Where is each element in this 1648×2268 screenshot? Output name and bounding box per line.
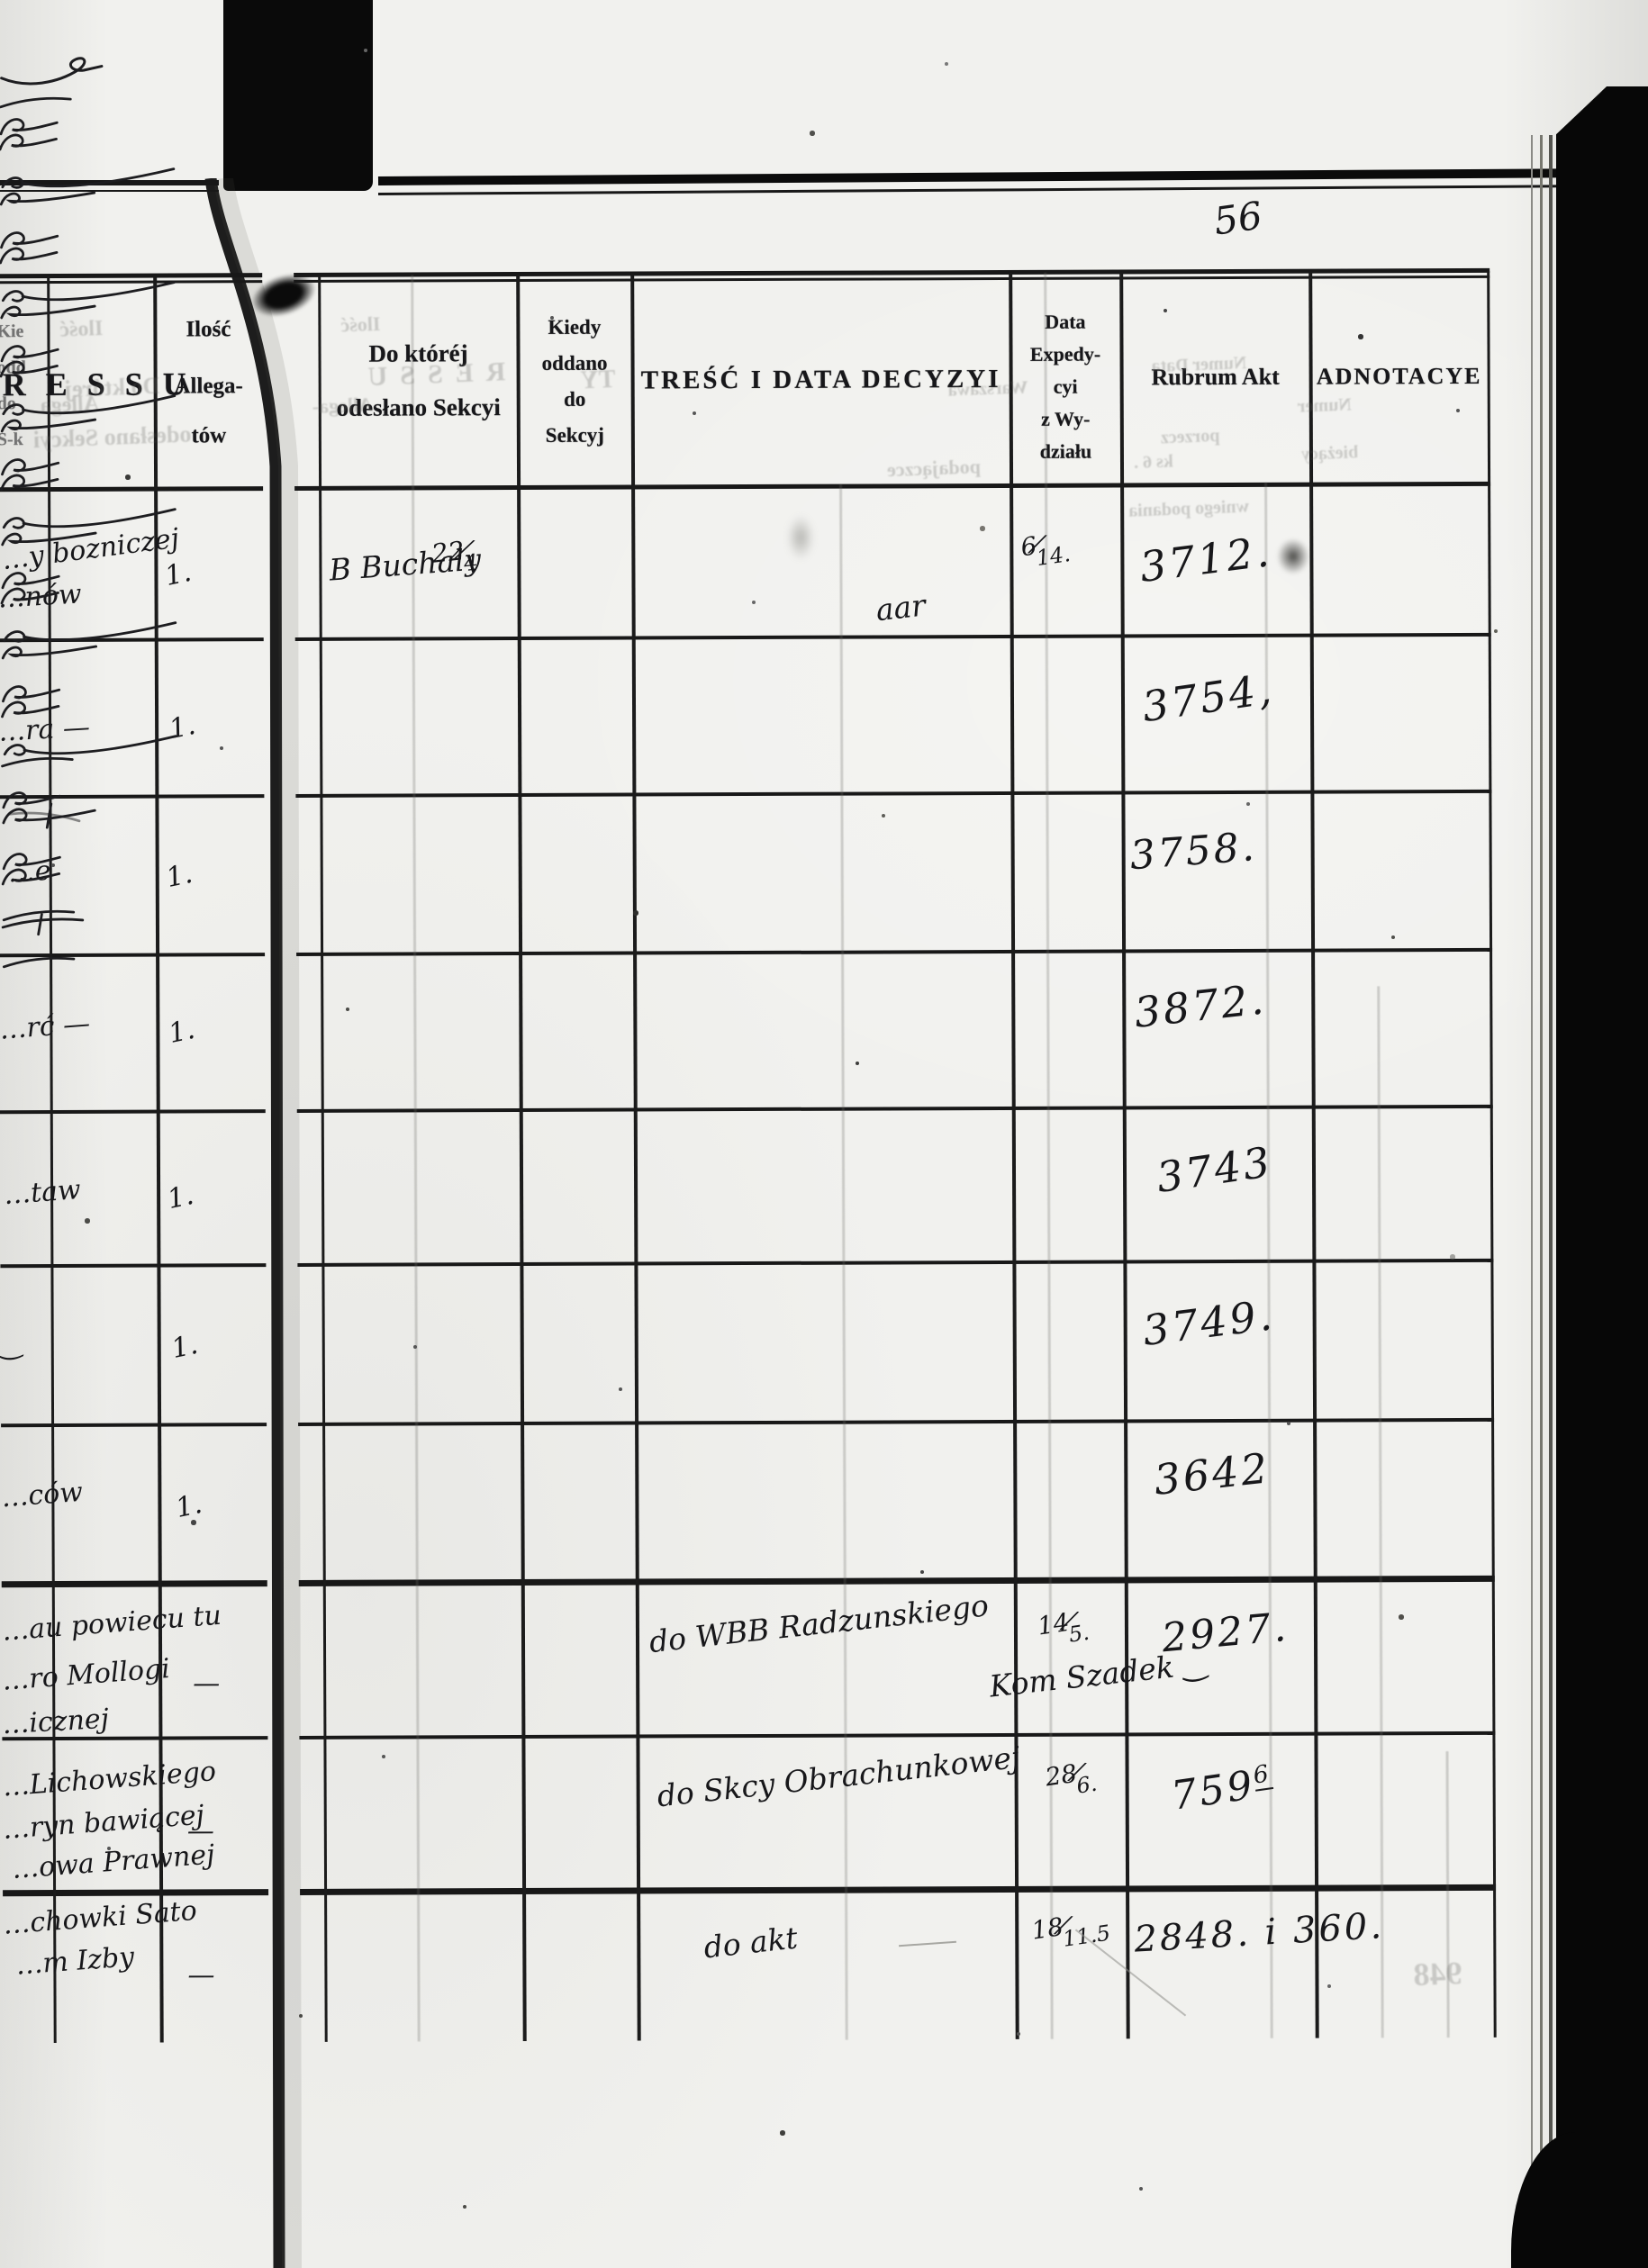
cell-tresc-flourish: [0, 394, 1644, 544]
cell-sekcya-flourish: [0, 108, 1643, 259]
allegatow-count: 1.: [173, 1487, 205, 1525]
cell-kiedy-flourish: [0, 606, 1645, 728]
cell-kiedy-flourish: [0, 822, 1646, 943]
cell-rubrum-akt: 2848. i 360.: [1133, 1905, 1386, 1961]
left-row-fragment: …icznej: [1, 1703, 110, 1741]
left-row-fragment: …owa Prawnej: [10, 1839, 216, 1886]
cell-tresc-flourish: [0, 508, 1644, 657]
adnotacye-curl: [5, 804, 1641, 1046]
allegatow-dash: —: [187, 1959, 215, 1992]
cell-kiedy-flourish: [0, 712, 1646, 836]
cell-tresc-flourish: [0, 0, 1643, 97]
cell-data-exp-flourish: [0, 664, 1645, 775]
cell-sekcya-flourish: [0, 448, 1644, 600]
dust-specks: [0, 0, 2, 2]
allegatow-count: 1.: [168, 1328, 201, 1366]
allegatow-count: 1.: [166, 1013, 198, 1051]
cell-data-exp: 18⁄11.5: [1029, 1910, 1112, 1952]
left-row-fragment: …ro Mollogi: [1, 1653, 171, 1697]
row-line-left: [0, 1109, 266, 1115]
cell-sekcya-flourish: [0, 221, 1643, 373]
allegatow-dash: —: [193, 1667, 221, 1700]
smudge-soft: [787, 515, 814, 560]
cell-data-exp-flourish: [0, 437, 1644, 556]
allegatow-count: 1.: [164, 1179, 197, 1216]
right-column-line: [318, 275, 328, 2042]
left-page-top-border-thin: [0, 190, 219, 192]
cell-tresc-line: do WBB Radzunskiego: [647, 1587, 991, 1660]
book-edge-black: [1556, 86, 1648, 2268]
cell-sekcya-flourish: [0, 0, 1643, 146]
cell-tresc-line: do akt: [702, 1920, 800, 1965]
page-edge-lines: [1529, 135, 1556, 2268]
cell-tresc-flourish: [0, 54, 1643, 203]
cell-sekcya-flourish: [0, 729, 1645, 881]
cell-kiedy-flourish: [0, 379, 1644, 501]
cell-data-exp-flourish: [0, 96, 1643, 215]
bleed-line: [1377, 986, 1384, 2038]
cell-sekcya-flourish: [0, 668, 1645, 819]
cell-rubrum-akt: 7596: [1168, 1759, 1273, 1820]
left-row-fragment: …ryn bawiącej: [1, 1799, 206, 1846]
cell-tresc-flourish: [0, 0, 1643, 116]
row-line-left: [3, 1889, 269, 1897]
left-row-fragment: …ców: [0, 1476, 85, 1514]
cell-sekcya-flourish: [0, 335, 1643, 486]
cell-tresc-line: do Skcy Obrachunkowej: [655, 1739, 1022, 1814]
cell-tresc-flourish: [1, 836, 1646, 976]
cell-rubrum-akt: 3642: [1151, 1443, 1272, 1504]
cell-data-exp: 28⁄6.: [1043, 1757, 1100, 1799]
cell-rubrum-akt: 3743: [1153, 1137, 1276, 1203]
left-row-fragment: …m Izby: [14, 1941, 136, 1982]
row-line-left: [1, 1580, 267, 1588]
binding-bar: [223, 0, 373, 191]
cell-data-exp-flourish: [0, 210, 1644, 329]
cell-kiedy-flourish: [0, 266, 1644, 388]
cell-data-exp: 14⁄5.: [1036, 1605, 1091, 1648]
left-row-fragment: …rć —: [0, 1007, 92, 1046]
ghost-text: 948: [1412, 1955, 1463, 1993]
left-row-fragment: ‿: [0, 1328, 23, 1361]
left-row-fragment: …taw: [2, 1173, 82, 1212]
allegatow-dash: —: [186, 1815, 214, 1848]
cell-data-exp-flourish: [0, 323, 1644, 442]
cell-kiedy-flourish: [0, 492, 1645, 615]
row-line-left: [0, 1263, 267, 1269]
left-row-fragment: …Lichowskiego: [1, 1756, 218, 1803]
cell-rubrum-akt: 3749.: [1139, 1290, 1278, 1356]
left-row-fragment: …chowki Sato: [2, 1894, 198, 1941]
cell-kiedy-flourish: [0, 39, 1643, 161]
cell-kiedy-flourish: [0, 152, 1643, 275]
bleed-line: [1445, 1751, 1450, 2038]
cell-sekcya-flourish: [0, 562, 1644, 713]
smudge-flag: [1277, 538, 1309, 574]
row-line-left: [1, 1423, 267, 1428]
left-row-fragment: …au powiecu tu: [0, 1599, 222, 1648]
cell-kiedy-flourish: [0, 773, 1646, 896]
cell-tresc-flourish: [0, 167, 1643, 317]
cell-sekcya-flourish: [0, 789, 1645, 929]
cell-tresc-flourish: [0, 281, 1643, 430]
cell-data-exp-flourish: [0, 550, 1645, 669]
cell-tresc-flourish: [0, 621, 1645, 771]
